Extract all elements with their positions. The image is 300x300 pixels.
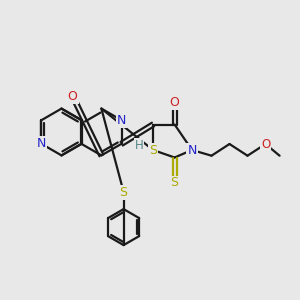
Text: S: S (149, 143, 157, 157)
Text: O: O (170, 95, 179, 109)
Text: O: O (261, 137, 270, 151)
Text: S: S (120, 185, 128, 199)
Text: N: N (37, 137, 46, 150)
Text: N: N (117, 114, 126, 127)
Text: N: N (187, 143, 197, 157)
Text: H: H (134, 139, 143, 152)
Text: O: O (68, 89, 77, 103)
Text: S: S (171, 176, 178, 190)
